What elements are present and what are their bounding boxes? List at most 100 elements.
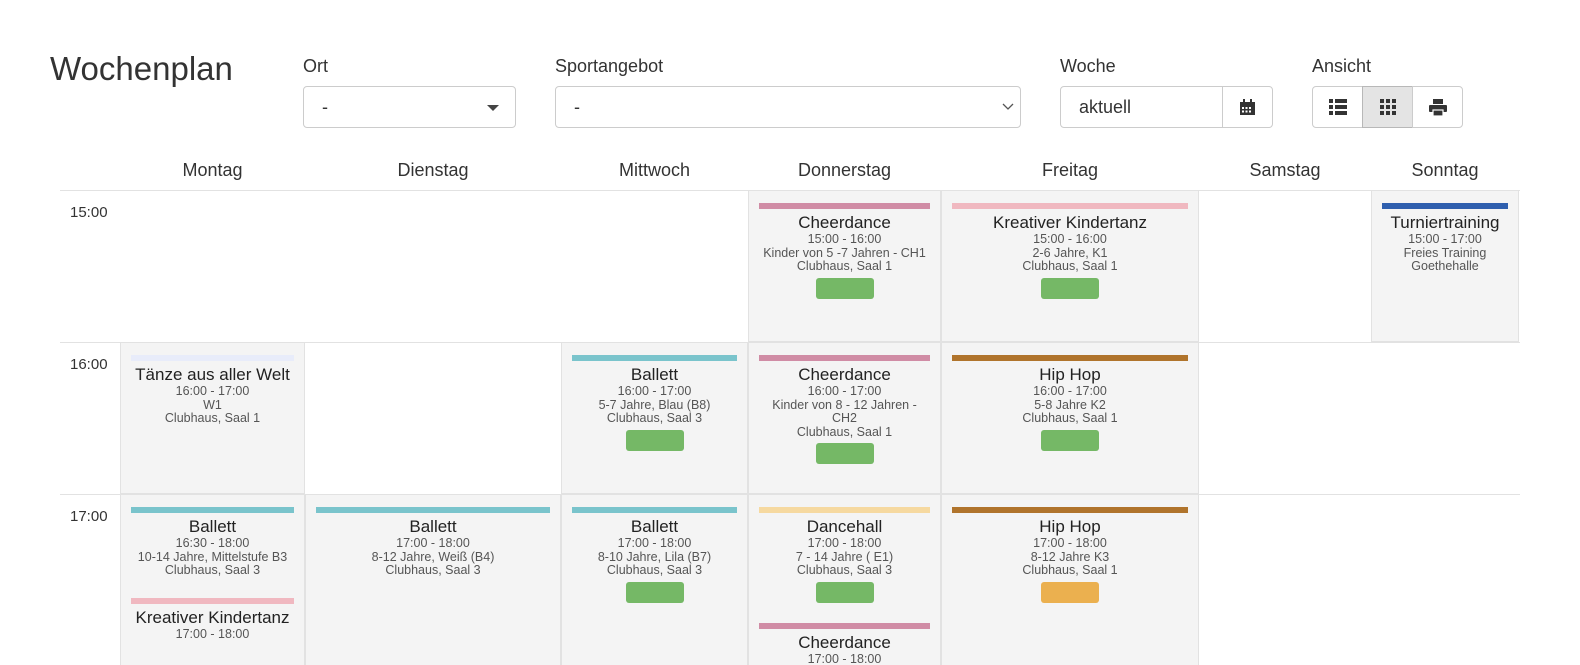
event-title: Ballett <box>409 517 457 536</box>
list-icon <box>1328 99 1347 115</box>
event-color-bar <box>1382 203 1508 209</box>
event-title: Ballett <box>188 517 237 536</box>
event-title: Hip Hop <box>1039 365 1101 384</box>
filter-label: Ort <box>303 56 328 76</box>
filter-label: Ansicht <box>1312 56 1372 76</box>
event-detail: 5-8 Jahre K2 <box>1034 397 1106 412</box>
day-header: Donnerstag <box>797 160 892 180</box>
event-color-bar <box>759 622 930 629</box>
event-detail: 15:00 - 16:00 <box>807 232 882 246</box>
time-label: 15:00 <box>70 204 108 221</box>
time-label: 16:00 <box>70 356 108 373</box>
event-title: Turniertraining <box>1390 213 1500 232</box>
event-detail: 17:00 - 18:00 <box>396 536 470 550</box>
event: Hip Hop 16:00 - 17:00 5-8 Jahre K2 Clubhaus… <box>942 355 1198 471</box>
event-detail: 2-6 Jahre, K1 <box>1032 245 1108 260</box>
list-view-button[interactable] <box>1312 86 1363 128</box>
event-detail: Clubhaus, Saal 1 <box>1022 259 1118 273</box>
event-color-bar <box>572 507 737 513</box>
event-button[interactable] <box>815 581 874 603</box>
grid-view-button[interactable] <box>1362 86 1413 128</box>
event-detail: 17:00 - 18:00 <box>1033 536 1107 550</box>
woche-input[interactable]: aktuell <box>1060 86 1223 128</box>
event-detail: Clubhaus, Saal 1 <box>164 411 261 425</box>
event-color-bar <box>131 507 294 513</box>
calendar-icon <box>1240 98 1255 115</box>
event-title: Cheerdance <box>798 632 891 652</box>
event: Tänze aus aller Welt 16:00 - 17:00 W1 Clubh… <box>121 355 304 446</box>
day-cell <box>1199 190 1371 342</box>
event-title: Hip Hop <box>1039 517 1101 536</box>
event-detail: 16:30 - 18:00 <box>175 536 250 550</box>
event-detail: Clubhaus, Saal 1 <box>1022 563 1118 577</box>
day-header: Mittwoch <box>618 160 690 180</box>
event-button[interactable] <box>1041 581 1099 603</box>
event-detail: Clubhaus, Saal 1 <box>796 424 893 439</box>
day-header: Dienstag <box>397 160 469 180</box>
day-cell <box>1199 494 1371 665</box>
event-button[interactable] <box>815 277 874 299</box>
day-cell: Ballett 16:00 - 17:00 5-7 Jahre, Blau (B8)… <box>561 342 748 494</box>
day-cell: Tänze aus aller Welt 16:00 - 17:00 W1 Clubh… <box>120 342 305 494</box>
day-header: Samstag <box>1249 160 1321 180</box>
event: Ballett 17:00 - 18:00 8-10 Jahre, Lila (B7… <box>562 507 747 623</box>
event-detail: 8-10 Jahre, Lila (B7) <box>597 549 712 564</box>
event-detail: Clubhaus, Saal 3 <box>796 563 893 577</box>
event-button[interactable] <box>1041 429 1099 451</box>
event-detail: 16:00 - 17:00 <box>807 384 882 398</box>
event-detail: Kinder von 8 - 12 Jahren - CH2 <box>772 397 917 425</box>
event-button[interactable] <box>625 429 684 451</box>
print-icon <box>1428 98 1447 116</box>
event-detail: 5-7 Jahre, Blau (B8) <box>598 397 711 412</box>
event-detail: Clubhaus, Saal 1 <box>1022 411 1118 425</box>
event-button[interactable] <box>625 581 684 603</box>
time-label: 17:00 <box>70 508 108 525</box>
event: Ballett 17:00 - 18:00 8-12 Jahre, Weiß (B4… <box>306 507 560 598</box>
event-detail: 8-12 Jahre K3 <box>1030 549 1110 564</box>
event-color-bar <box>759 355 930 361</box>
day-cell: Hip Hop 17:00 - 18:00 8-12 Jahre K3 Clubhau… <box>941 494 1199 665</box>
event-title: Cheerdance <box>798 365 891 384</box>
event-color-bar <box>759 507 930 513</box>
event-color-bar <box>131 355 294 361</box>
day-cell <box>1371 342 1519 494</box>
filter-label: Woche <box>1060 56 1116 76</box>
sportangebot-select[interactable]: - <box>555 86 1021 128</box>
select-value: - <box>322 97 328 117</box>
event-color-bar <box>572 355 737 361</box>
grid-icon <box>1379 99 1396 115</box>
event-detail: 16:00 - 17:00 <box>1033 384 1107 398</box>
event-title: Kreativer Kindertanz <box>992 213 1148 232</box>
event-detail: Kinder von 5 -7 Jahren - CH1 <box>763 245 926 260</box>
day-cell: Cheerdance 16:00 - 17:00 Kinder von 8 - 12… <box>748 342 941 494</box>
day-cell: Ballett 16:30 - 18:00 10-14 Jahre, Mittels… <box>120 494 305 665</box>
day-cell <box>1371 494 1519 665</box>
schedule-grid: Montag Dienstag Mittwoch Donnerstag Freitag S… <box>60 150 1520 665</box>
calendar-button[interactable] <box>1222 86 1273 128</box>
event: Cheerdance 16:00 - 17:00 Kinder von 8 - 12… <box>749 355 940 484</box>
event: Kreativer Kindertanz 17:00 - 18:00 <box>121 597 304 662</box>
event-detail: 16:00 - 17:00 <box>617 384 692 398</box>
event-detail: Freies Training <box>1403 245 1487 260</box>
event-color-bar <box>316 507 550 513</box>
event-detail: 10-14 Jahre, Mittelstufe B3 <box>137 549 288 564</box>
event: Hip Hop 17:00 - 18:00 8-12 Jahre K3 Clubhau… <box>942 507 1198 623</box>
event-detail: 17:00 - 18:00 <box>175 626 250 641</box>
day-header: Freitag <box>1041 160 1099 180</box>
event-color-bar <box>759 203 930 209</box>
day-cell: Hip Hop 16:00 - 17:00 5-8 Jahre K2 Clubhaus… <box>941 342 1199 494</box>
event-button[interactable] <box>1041 277 1099 299</box>
day-cell: Cheerdance 15:00 - 16:00 Kinder von 5 -7 J… <box>748 190 941 342</box>
event-button[interactable] <box>815 443 874 464</box>
event-detail: Clubhaus, Saal 3 <box>606 411 703 425</box>
event-detail: Clubhaus, Saal 3 <box>606 563 703 577</box>
day-cell: Kreativer Kindertanz 15:00 - 16:00 2-6 Jah… <box>941 190 1199 342</box>
event-detail: 15:00 - 17:00 <box>1408 232 1482 246</box>
ort-select[interactable]: - <box>303 86 516 128</box>
print-button[interactable] <box>1412 86 1463 128</box>
day-cell: Ballett 17:00 - 18:00 8-10 Jahre, Lila (B7… <box>561 494 748 665</box>
event: Dancehall 17:00 - 18:00 7 - 14 Jahre ( E1)… <box>749 507 940 623</box>
event-title: Cheerdance <box>798 213 891 232</box>
day-cell <box>120 190 305 342</box>
